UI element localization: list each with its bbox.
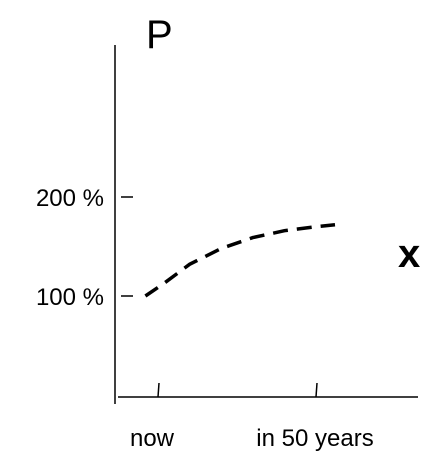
y-tick-label-200: 200 % <box>36 185 104 212</box>
x-tick-mark-now <box>157 382 160 398</box>
series-line <box>144 222 336 298</box>
y-ticks: 200 % 100 % <box>36 185 133 311</box>
x-ticks: now in 50 years <box>130 382 374 452</box>
y-tick-label-100: 100 % <box>36 284 104 311</box>
y-axis-label: P <box>146 13 173 57</box>
x-axis-label: x <box>398 232 420 276</box>
x-tick-mark-50-years <box>315 382 318 398</box>
x-tick-label-50-years: in 50 years <box>256 425 373 452</box>
x-tick-label-now: now <box>130 425 175 452</box>
